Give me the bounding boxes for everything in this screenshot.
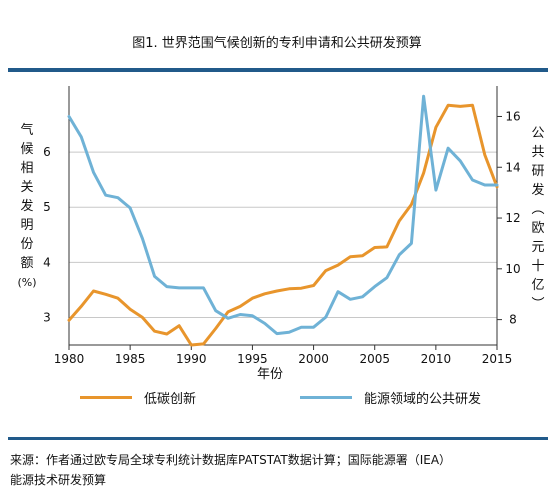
- bottom-rule: [8, 437, 548, 440]
- legend-item-public-rd: 能源领域的公共研发: [300, 388, 481, 407]
- axis-title-glyph: 亿: [531, 278, 545, 293]
- axis-title-glyph: 份: [20, 237, 34, 252]
- x-tick-label-2000: 2000: [298, 352, 329, 366]
- right-tick-label-10: 10: [505, 262, 520, 276]
- axis-title-glyph: 额: [20, 256, 34, 271]
- legend-label-low-carbon: 低碳创新: [144, 392, 197, 407]
- top-rule: [8, 68, 548, 72]
- legend-swatch-blue: [300, 396, 352, 399]
- left-tick-label-6: 6: [43, 145, 51, 159]
- series-line-low-carbon: [67, 103, 499, 347]
- legend-swatch-orange: [80, 396, 132, 399]
- axis-title-glyph: 候: [20, 142, 34, 157]
- axis-title-glyph: 明: [20, 218, 34, 233]
- figure-title: 图1. 世界范围气候创新的专利申请和公共研发预算: [132, 36, 422, 51]
- left-tick-label-5: 5: [43, 200, 51, 214]
- axis-title-glyph: 发: [531, 183, 545, 198]
- axis-title-glyph: 气: [20, 123, 34, 138]
- axis-title-glyph: 研: [531, 164, 545, 179]
- axis-title-glyph: 共: [531, 145, 545, 160]
- right-tick-label-14: 14: [505, 160, 520, 174]
- x-tick-label-1985: 1985: [115, 352, 146, 366]
- left-axis-title-text: 气候相关发明份额 (%): [16, 121, 38, 292]
- left-axis-title: 气候相关发明份额 (%): [16, 121, 38, 292]
- x-tick-label-1995: 1995: [237, 352, 268, 366]
- axis-title-glyph: 关: [20, 180, 34, 195]
- axis-title-glyph: 欧: [531, 221, 545, 236]
- axis-title-glyph: 相: [20, 161, 34, 176]
- x-tick-label-1990: 1990: [176, 352, 207, 366]
- x-tick-label-2005: 2005: [359, 352, 390, 366]
- left-tick-label-4: 4: [43, 255, 51, 269]
- axis-title-glyph: 元: [531, 240, 545, 255]
- left-tick-label-3: 3: [43, 310, 51, 324]
- source-line-1: 来源：作者通过欧专局全球专利统计数据库PATSTAT数据计算；国际能源署（IEA…: [10, 453, 452, 467]
- source-line-2: 能源技术研发预算: [10, 473, 107, 487]
- legend-item-low-carbon: 低碳创新: [80, 388, 196, 407]
- axis-title-unit: (%): [17, 276, 37, 289]
- legend-label-public-rd: 能源领域的公共研发: [364, 392, 482, 407]
- source-note: 来源：作者通过欧专局全球专利统计数据库PATSTAT数据计算；国际能源署（IEA…: [10, 450, 550, 490]
- series-line-public-rd: [67, 94, 499, 336]
- axis-title-glyph: ︶: [531, 297, 545, 312]
- x-tick-label-1980: 1980: [54, 352, 85, 366]
- x-tick-label-2010: 2010: [421, 352, 452, 366]
- axis-title-glyph: 公: [531, 126, 545, 141]
- right-axis-title: 公共研发 ︵ 欧元十亿 ︶: [526, 124, 550, 314]
- axis-title-glyph: 发: [20, 199, 34, 214]
- x-tick-label-2015: 2015: [482, 352, 513, 366]
- right-tick-label-16: 16: [505, 109, 520, 123]
- axis-title-glyph: ︵: [531, 202, 545, 217]
- axis-title-glyph: 十: [531, 259, 545, 274]
- right-tick-label-12: 12: [505, 211, 520, 225]
- x-axis-title: 年份: [257, 367, 283, 382]
- right-tick-label-8: 8: [509, 313, 517, 327]
- right-axis-title-text: 公共研发 ︵ 欧元十亿 ︶: [526, 124, 550, 314]
